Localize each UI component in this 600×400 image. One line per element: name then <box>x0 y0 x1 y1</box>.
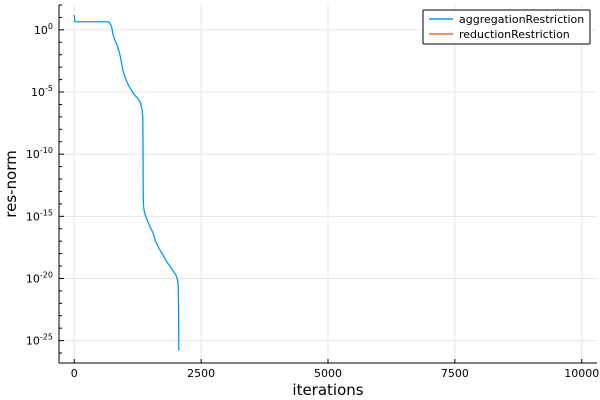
x-tick-label: 0 <box>71 367 78 380</box>
legend-label: aggregationRestriction <box>459 13 584 26</box>
y-tick-label: 10-10 <box>26 146 53 161</box>
series-lines <box>73 14 180 351</box>
legend-box <box>422 9 591 45</box>
x-tick-label: 2500 <box>187 367 215 380</box>
y-tick-label: 10-20 <box>26 270 53 285</box>
legend-label: reductionRestriction <box>459 28 570 41</box>
y-tick-label: 100 <box>34 22 53 37</box>
y-tick-label: 10-25 <box>26 333 53 348</box>
x-tick-label: 5000 <box>314 367 342 380</box>
y-tick-label: 10-5 <box>31 84 53 99</box>
x-tick-label: 7500 <box>441 367 469 380</box>
tick-labels: 0 2500 5000 7500 10000 100 10-5 10-10 10-15 10-20… <box>26 4 599 380</box>
grid-lines <box>59 5 597 363</box>
x-axis-title: iterations <box>292 381 363 399</box>
legend: aggregationRestriction reductionRestricti… <box>422 9 591 45</box>
x-tick-label: 10000 <box>564 367 599 380</box>
y-tick-label: 10-15 <box>26 208 53 223</box>
series-line-aggregationRestriction <box>73 14 180 351</box>
y-axis-title: res-norm <box>2 150 20 218</box>
